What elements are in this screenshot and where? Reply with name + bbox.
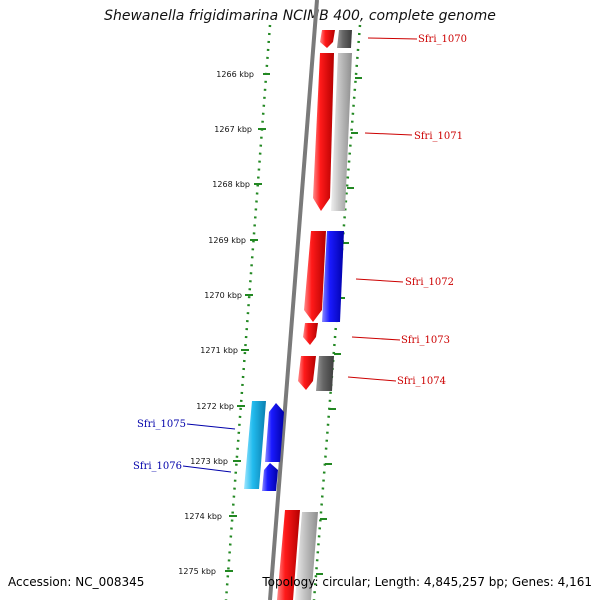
kbp-label: 1275 kbp [178, 567, 216, 576]
gene-bottom-forward[interactable] [277, 510, 318, 600]
topology-label: Topology: circular; Length: 4,845,257 bp… [262, 575, 592, 589]
genome-backbone [268, 0, 319, 600]
map-title: Shewanella frigidimarina NCIMB 400, comp… [104, 8, 496, 24]
kbp-label: 1266 kbp [216, 70, 254, 79]
gene-label-sfri-1072[interactable]: Sfri_1072 [405, 277, 454, 288]
kbp-label: 1273 kbp [190, 457, 228, 466]
label-leader-lines [182, 37, 418, 473]
accession-label: Accession: NC_008345 [8, 575, 145, 589]
gene-sfri-1070[interactable] [320, 30, 352, 48]
kbp-label: 1271 kbp [200, 346, 238, 355]
gene-sfri-1073[interactable] [303, 323, 318, 345]
gene-sfri-1072[interactable] [304, 231, 326, 322]
gene-label-sfri-1070[interactable]: Sfri_1070 [418, 34, 467, 45]
gene-sfri-1071[interactable] [313, 53, 352, 211]
outer-guide-line [224, 24, 272, 600]
gene-sfri-1075[interactable] [244, 401, 284, 489]
inner-ticks [316, 77, 362, 575]
gene-label-sfri-1071[interactable]: Sfri_1071 [414, 131, 463, 142]
gene-label-sfri-1074[interactable]: Sfri_1074 [397, 376, 446, 387]
kbp-label: 1267 kbp [214, 125, 252, 134]
gene-label-sfri-1075[interactable]: Sfri_1075 [137, 419, 186, 430]
kbp-label: 1268 kbp [212, 180, 250, 189]
kbp-label: 1272 kbp [196, 402, 234, 411]
ruler-ticks [225, 73, 270, 572]
kbp-label: 1270 kbp [204, 291, 242, 300]
gene-sfri-1074[interactable] [298, 356, 334, 391]
gene-sfri-1072-rev[interactable] [322, 231, 344, 322]
kbp-label: 1269 kbp [208, 236, 246, 245]
gene-label-sfri-1076[interactable]: Sfri_1076 [133, 461, 182, 472]
gene-sfri-1076[interactable] [262, 463, 278, 491]
gene-label-sfri-1073[interactable]: Sfri_1073 [401, 335, 450, 346]
kbp-label: 1274 kbp [184, 512, 222, 521]
